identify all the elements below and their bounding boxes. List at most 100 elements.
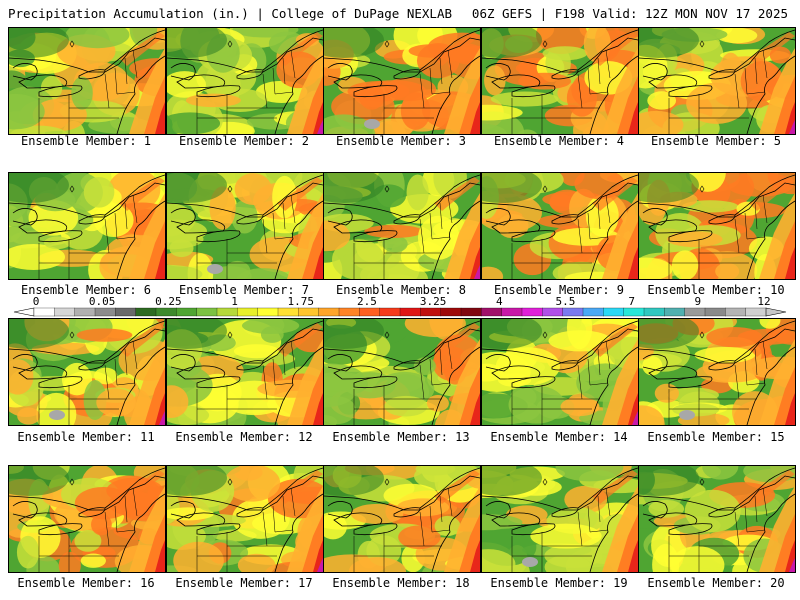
colorbar-swatch [338,307,360,317]
precip-map [639,466,795,572]
colorbar-scale [13,307,787,317]
colorbar-swatch [277,307,299,317]
colorbar-swatch [318,307,340,317]
colorbar-tick-label: 0.05 [88,295,116,308]
ensemble-member-label: Ensemble Member: 3 [335,134,467,148]
ensemble-member-label: Ensemble Member: 5 [650,134,782,148]
ensemble-member-label: Ensemble Member: 11 [17,430,155,444]
ensemble-panel [323,172,481,280]
ensemble-panel [481,172,639,280]
precip-map [482,319,638,425]
ensemble-member-label: Ensemble Member: 10 [647,283,785,297]
precip-map [482,173,638,279]
colorbar-swatch [94,307,116,317]
precip-map [167,466,323,572]
colorbar-swatch [74,307,96,317]
colorbar-tick-label: 5.5 [555,295,576,308]
colorbar-swatch [643,307,665,317]
ensemble-member-label: Ensemble Member: 15 [647,430,785,444]
colorbar-tick-label: 4 [495,295,503,308]
ensemble-panel [481,318,639,426]
precip-map [167,173,323,279]
ensemble-member-label: Ensemble Member: 20 [647,576,785,590]
colorbar-swatch [196,307,218,317]
colorbar-swatch [298,307,320,317]
precip-map [482,28,638,134]
colorbar-swatch [745,307,767,317]
ensemble-panel [166,27,324,135]
ensemble-panel [323,27,481,135]
colorbar-swatch [135,307,157,317]
ensemble-member-label: Ensemble Member: 16 [17,576,155,590]
colorbar-tick-label: 1.75 [287,295,314,308]
precip-map [9,28,165,134]
ensemble-member-label: Ensemble Member: 6 [20,283,152,297]
colorbar-swatch [725,307,747,317]
colorbar-swatch [155,307,177,317]
ensemble-panel [8,27,166,135]
colorbar-swatch [562,307,584,317]
ensemble-panel [166,465,324,573]
precip-map [324,28,480,134]
colorbar-swatch [420,307,442,317]
precip-map [167,319,323,425]
colorbar-swatch [237,307,259,317]
colorbar-swatch [359,307,381,317]
colorbar-swatch [603,307,625,317]
precip-map [324,173,480,279]
precip-map [9,319,165,425]
precip-map [9,173,165,279]
colorbar-tick-label: 7 [628,295,635,308]
colorbar-swatch [704,307,726,317]
page-title: Precipitation Accumulation (in.) | Colle… [8,6,453,21]
colorbar-tick-label: 0 [32,295,40,308]
ensemble-member-label: Ensemble Member: 8 [335,283,467,297]
colorbar-swatch [379,307,401,317]
ensemble-panel [638,172,796,280]
colorbar-swatch [521,307,543,317]
colorbar-swatch [176,307,198,317]
ensemble-member-label: Ensemble Member: 18 [332,576,470,590]
colorbar-swatch [501,307,523,317]
colorbar-swatch [399,307,421,317]
ensemble-member-label: Ensemble Member: 4 [493,134,625,148]
colorbar-tick-label: 0.25 [155,295,182,308]
precip-map [324,466,480,572]
colorbar-swatch [216,307,238,317]
ensemble-member-label: Ensemble Member: 9 [493,283,625,297]
colorbar-swatch [440,307,462,317]
precip-map [324,319,480,425]
colorbar-swatch [623,307,645,317]
ensemble-member-label: Ensemble Member: 7 [178,283,310,297]
ensemble-panel [323,318,481,426]
colorbar-swatch [664,307,686,317]
ensemble-panel [323,465,481,573]
ensemble-panel [481,27,639,135]
colorbar-swatch [582,307,604,317]
precip-map [639,319,795,425]
precip-map [639,173,795,279]
ensemble-member-label: Ensemble Member: 2 [178,134,310,148]
ensemble-member-label: Ensemble Member: 1 [20,134,152,148]
colorbar-max-arrow [765,307,787,317]
colorbar-swatch [684,307,706,317]
colorbar-swatch [257,307,279,317]
ensemble-panel [638,27,796,135]
ensemble-member-label: Ensemble Member: 14 [490,430,628,444]
precip-map [9,466,165,572]
colorbar-tick-label: 2.5 [356,295,377,308]
colorbar-tick-label: 3.25 [419,295,447,308]
ensemble-panel [8,318,166,426]
colorbar-swatch [33,307,55,317]
colorbar-tick-label: 12 [757,295,771,308]
ensemble-panel [8,465,166,573]
ensemble-panel [481,465,639,573]
colorbar-min-arrow [13,307,35,317]
precip-map [639,28,795,134]
ensemble-panel [638,318,796,426]
colorbar-swatch [481,307,503,317]
ensemble-panel [8,172,166,280]
precip-map [167,28,323,134]
model-run-info: 06Z GEFS | F198 Valid: 12Z MON NOV 17 20… [471,6,788,21]
ensemble-member-label: Ensemble Member: 19 [490,576,628,590]
